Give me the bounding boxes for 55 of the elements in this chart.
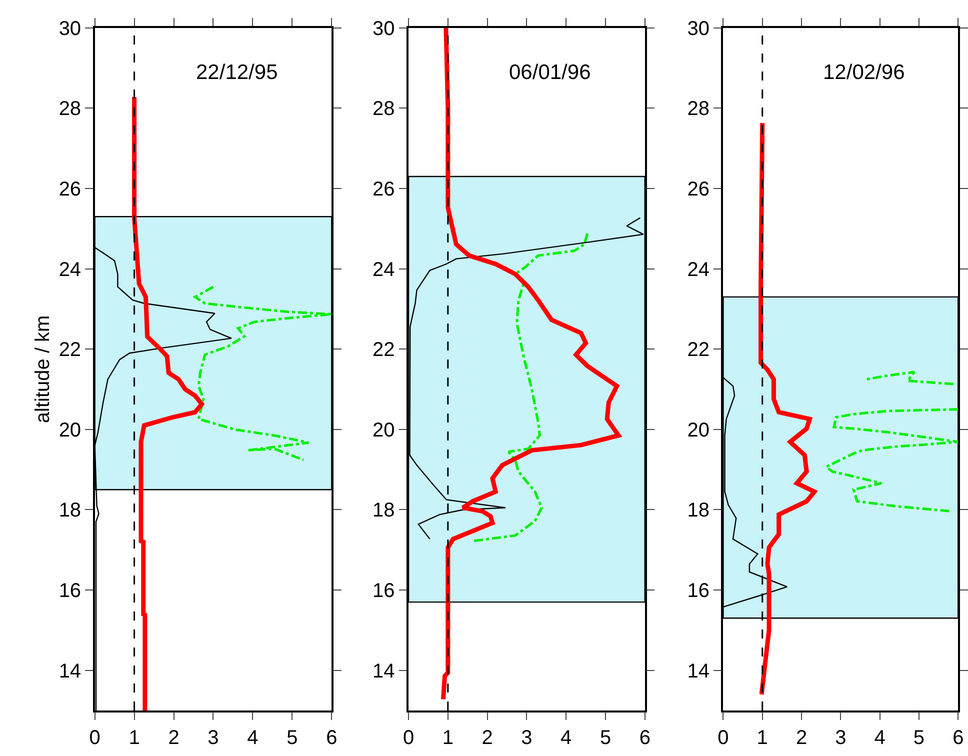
x-tick-label: 5: [600, 727, 612, 750]
y-tick-label: 26: [372, 178, 395, 201]
y-tick-label: 26: [58, 178, 82, 201]
y-tick-label: 28: [58, 98, 82, 120]
y-tick-label: 22: [687, 339, 710, 362]
x-tick-label: 1: [756, 727, 768, 750]
y-tick-label: 18: [372, 500, 395, 522]
text: 22/12/95: [196, 61, 278, 84]
y-tick-label: 16: [372, 580, 395, 602]
x-tick-label: 2: [168, 727, 180, 750]
y-tick-label: 30: [687, 18, 710, 40]
line-series: [194, 286, 332, 462]
y-tick-label: 24: [372, 258, 395, 281]
line-series: [471, 232, 589, 542]
x-tick-label: 0: [89, 727, 100, 750]
x-tick-label: 3: [835, 727, 846, 750]
x-tick-label: 1: [128, 727, 140, 750]
x-tick-label: 5: [913, 727, 925, 750]
x-tick-label: 6: [952, 727, 964, 750]
x-tick-label: 1: [442, 727, 454, 750]
x-tick-label: 3: [208, 727, 219, 750]
text: 12/02/96: [823, 61, 905, 84]
y-axis-title: altitude / km: [32, 315, 54, 424]
x-tick-label: 2: [482, 727, 493, 750]
x-tick-label: 4: [560, 727, 572, 750]
y-tick-label: 28: [687, 98, 710, 120]
x-tick-label: 6: [639, 727, 650, 750]
x-tick-label: 3: [521, 727, 532, 750]
y-tick-label: 18: [58, 500, 82, 522]
y-tick-label: 14: [372, 660, 395, 682]
y-tick-label: 30: [372, 18, 395, 40]
x-tick-label: 0: [718, 727, 729, 750]
y-tick-label: 30: [58, 18, 82, 40]
y-tick-label: 24: [687, 258, 710, 281]
y-tick-label: 16: [687, 580, 710, 602]
line-series: [132, 94, 204, 710]
y-tick-label: 14: [687, 660, 710, 682]
y-tick-label: 28: [372, 98, 395, 120]
x-tick-label: 6: [326, 727, 338, 750]
x-tick-label: 2: [796, 727, 808, 750]
x-tick-label: 4: [247, 727, 258, 750]
y-tick-label: 20: [58, 419, 82, 442]
y-tick-label: 22: [372, 339, 395, 362]
text: 06/01/96: [509, 61, 591, 84]
y-tick-label: 24: [58, 258, 82, 281]
y-tick-label: 22: [58, 339, 82, 362]
y-tick-label: 16: [58, 580, 82, 602]
y-tick-label: 14: [58, 660, 82, 682]
y-tick-label: 18: [687, 500, 710, 522]
x-tick-label: 0: [402, 727, 414, 750]
x-tick-label: 4: [874, 727, 886, 750]
x-tick-label: 5: [286, 727, 298, 750]
y-tick-label: 20: [372, 419, 395, 442]
y-tick-label: 26: [687, 178, 710, 201]
y-tick-label: 20: [687, 419, 710, 442]
